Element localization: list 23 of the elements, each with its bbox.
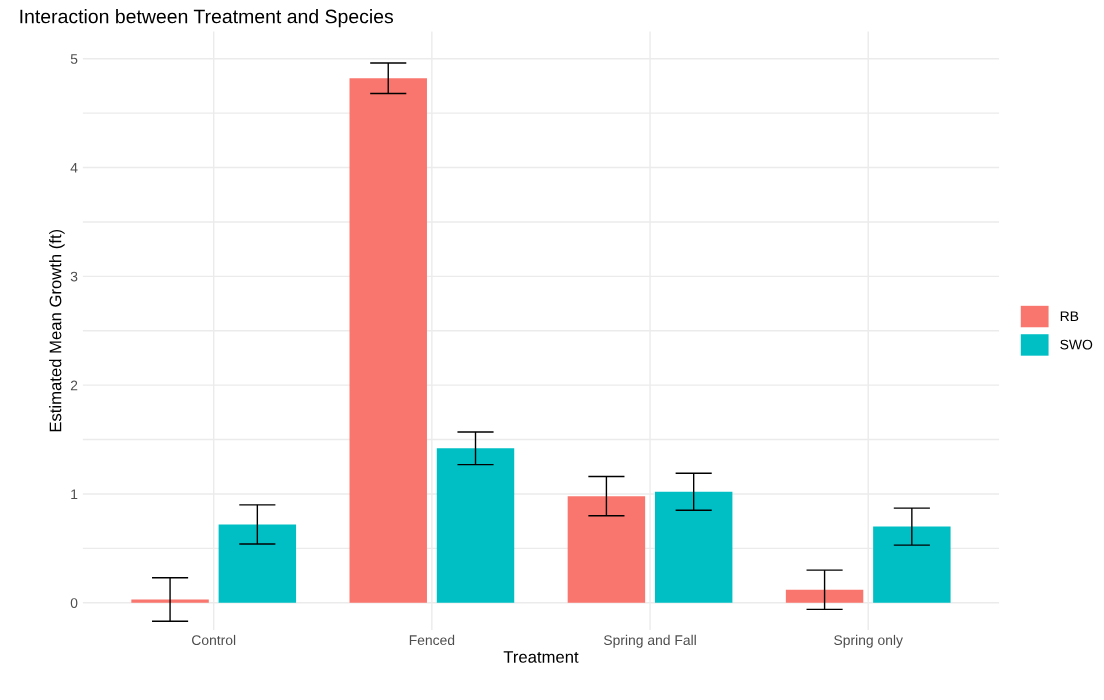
- bar: [785, 589, 864, 603]
- bar: [567, 496, 646, 603]
- bar: [218, 524, 297, 603]
- bar: [349, 78, 427, 603]
- legend-label: SWO: [1060, 339, 1093, 350]
- y-tick-label: 5: [70, 54, 78, 64]
- legend-label: RB: [1060, 311, 1079, 321]
- y-tick-label: 1: [71, 489, 78, 500]
- x-tick-label: Spring only: [834, 634, 903, 648]
- bar: [873, 526, 951, 603]
- y-tick-label: 2: [70, 380, 78, 391]
- y-axis-title: Estimated Mean Growth (ft): [49, 229, 65, 432]
- y-tick-label: 4: [70, 163, 78, 173]
- x-tick-label: Fenced: [409, 634, 455, 646]
- y-tick-label: 0: [70, 598, 78, 608]
- chart-title: Interaction between Treatment and Species: [20, 9, 394, 28]
- bar: [654, 491, 733, 603]
- bar: [436, 448, 515, 603]
- bar: [131, 599, 209, 603]
- x-axis-title: Treatment: [503, 651, 579, 663]
- x-tick-label: Control: [192, 634, 236, 646]
- y-tick-label: 3: [70, 271, 78, 282]
- x-tick-label: Spring and Fall: [603, 634, 696, 648]
